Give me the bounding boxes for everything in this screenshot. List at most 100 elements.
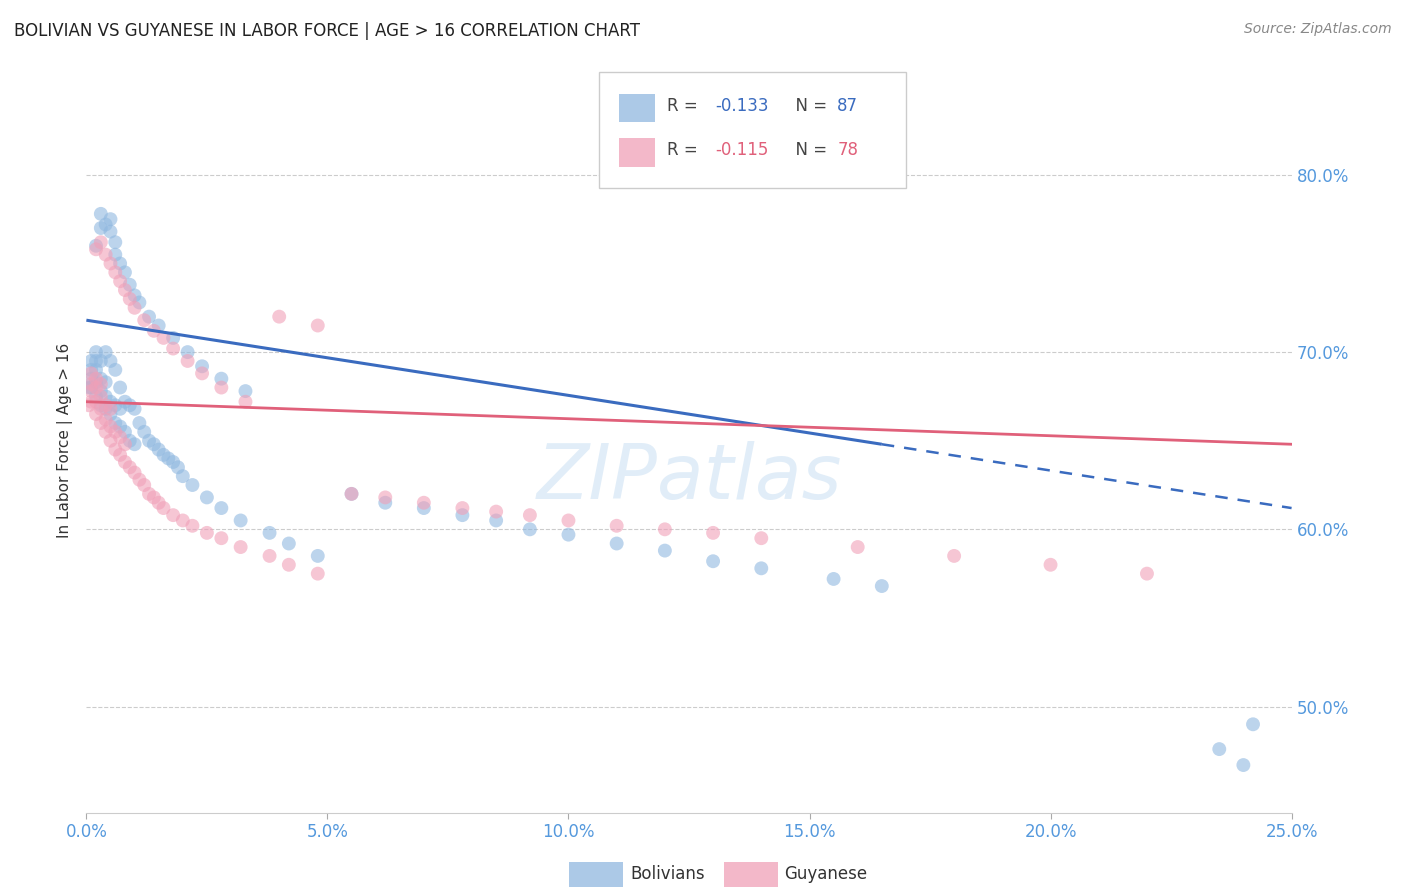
Point [152, 331, 174, 345]
Point [412, 501, 434, 516]
Point [307, 566, 329, 581]
Point [557, 513, 579, 527]
Point [84, 376, 107, 390]
Point [104, 265, 127, 279]
Point [108, 380, 131, 394]
Point [100, 401, 122, 416]
Point [100, 225, 122, 239]
Point [80, 367, 103, 381]
Point [148, 318, 170, 333]
Point [90, 376, 112, 391]
Point [84, 239, 107, 253]
Point [1232, 758, 1254, 772]
Point [94, 247, 117, 261]
Point [606, 536, 628, 550]
Y-axis label: In Labor Force | Age > 16: In Labor Force | Age > 16 [58, 343, 73, 539]
Point [451, 501, 474, 516]
Point [485, 505, 508, 519]
Point [1039, 558, 1062, 572]
Point [94, 376, 117, 390]
Point [823, 572, 845, 586]
FancyBboxPatch shape [599, 72, 905, 187]
Point [77, 398, 100, 412]
Point [209, 380, 232, 394]
Point [80, 372, 103, 386]
Point [606, 518, 628, 533]
Point [142, 324, 165, 338]
Point [152, 501, 174, 516]
Point [108, 401, 131, 416]
Point [100, 212, 122, 227]
Point [80, 363, 103, 377]
Point [138, 487, 160, 501]
Point [108, 419, 131, 434]
Point [702, 554, 724, 568]
Point [191, 367, 214, 381]
Point [124, 437, 146, 451]
Point [162, 342, 184, 356]
Point [84, 407, 107, 421]
Point [259, 525, 281, 540]
Point [157, 451, 180, 466]
Point [118, 398, 141, 412]
Point [104, 425, 127, 439]
Point [77, 380, 100, 394]
Point [90, 207, 112, 221]
Point [162, 331, 184, 345]
Point [277, 536, 299, 550]
Point [94, 398, 117, 412]
Point [84, 394, 107, 409]
Text: N =: N = [786, 96, 832, 115]
Point [114, 265, 136, 279]
Point [104, 416, 127, 430]
Point [451, 508, 474, 523]
Point [84, 363, 107, 377]
Text: 78: 78 [837, 142, 858, 160]
Point [94, 412, 117, 426]
Point [654, 543, 676, 558]
Point [84, 389, 107, 403]
Point [152, 448, 174, 462]
Point [340, 487, 363, 501]
Point [1241, 717, 1264, 731]
Text: R =: R = [668, 142, 703, 160]
Point [195, 491, 218, 505]
Text: Source: ZipAtlas.com: Source: ZipAtlas.com [1244, 22, 1392, 37]
Point [84, 354, 107, 368]
Point [277, 558, 299, 572]
Point [84, 380, 107, 394]
Point [519, 508, 541, 523]
Point [108, 430, 131, 444]
Point [702, 525, 724, 540]
Point [134, 313, 156, 327]
Text: R =: R = [668, 96, 703, 115]
Point [114, 437, 136, 451]
Point [654, 522, 676, 536]
Point [943, 549, 966, 563]
Point [114, 283, 136, 297]
Point [167, 460, 190, 475]
Point [134, 478, 156, 492]
Point [128, 416, 150, 430]
Point [90, 384, 112, 398]
Point [90, 354, 112, 368]
Point [269, 310, 291, 324]
Bar [619, 94, 655, 122]
Point [94, 218, 117, 232]
Point [108, 274, 131, 288]
Point [90, 372, 112, 386]
Point [90, 389, 112, 403]
Point [195, 525, 218, 540]
Point [90, 398, 112, 412]
Point [104, 363, 127, 377]
Point [229, 540, 252, 554]
Point [374, 491, 396, 505]
Point [104, 247, 127, 261]
Point [259, 549, 281, 563]
Point [84, 372, 107, 386]
Point [138, 434, 160, 448]
Point [114, 455, 136, 469]
Point [235, 384, 257, 398]
Point [235, 394, 257, 409]
Point [142, 437, 165, 451]
